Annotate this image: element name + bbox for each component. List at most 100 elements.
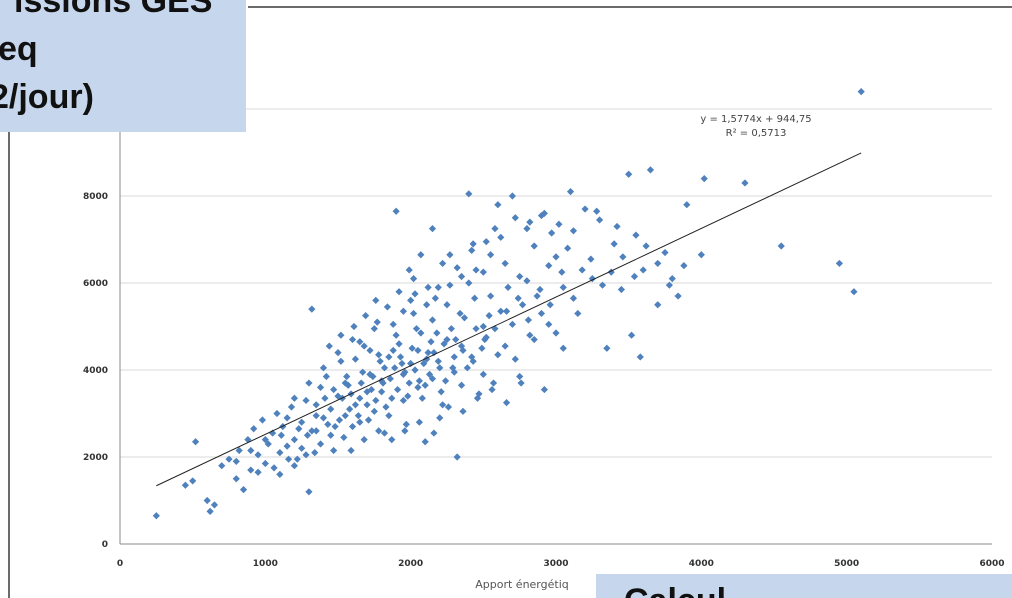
data-point [697, 251, 705, 259]
data-point [446, 251, 454, 259]
data-point [537, 309, 546, 318]
data-point [401, 427, 409, 435]
data-point [316, 383, 325, 391]
data-point [181, 481, 189, 489]
data-point [588, 275, 596, 283]
data-point [232, 457, 240, 465]
data-point [453, 264, 461, 272]
data-point [370, 407, 378, 415]
data-point [439, 259, 447, 268]
data-point [382, 403, 390, 411]
data-point [354, 412, 362, 420]
data-point [460, 314, 469, 322]
data-point [404, 392, 412, 400]
data-point [261, 459, 269, 468]
x-tick-label: 4000 [689, 559, 714, 569]
data-point [545, 320, 553, 328]
title-overlay-box: issions GES eq 2/jour) [0, 0, 246, 132]
data-point [530, 242, 538, 250]
data-point [463, 364, 471, 372]
data-point [452, 335, 460, 344]
data-point [497, 233, 505, 241]
data-point [430, 349, 438, 357]
data-point [290, 462, 298, 470]
data-point [453, 453, 461, 461]
data-point [636, 353, 644, 361]
data-point [305, 488, 313, 496]
data-point [218, 462, 226, 470]
data-point [540, 385, 548, 394]
data-point [337, 331, 345, 339]
data-point [189, 477, 197, 485]
data-point [295, 425, 303, 433]
data-point [254, 451, 262, 459]
data-point [478, 344, 486, 352]
data-point [298, 444, 306, 452]
data-point [343, 372, 351, 381]
data-point [331, 422, 339, 431]
data-point [473, 394, 482, 402]
data-point [405, 266, 413, 274]
data-point [501, 259, 509, 268]
data-point [457, 272, 466, 281]
data-point [407, 359, 415, 368]
gridlines [120, 108, 992, 458]
data-point [443, 301, 451, 309]
data-point [555, 220, 563, 228]
data-point [357, 379, 365, 387]
data-point [530, 335, 538, 344]
data-point [482, 238, 490, 246]
data-point [284, 455, 293, 463]
data-point [593, 207, 601, 215]
data-point [468, 246, 476, 254]
data-point [627, 331, 636, 339]
data-point [210, 501, 219, 509]
data-point [665, 281, 673, 289]
data-point [526, 331, 534, 339]
data-point [270, 464, 278, 472]
data-point [479, 322, 487, 331]
data-point [276, 449, 284, 457]
data-point [308, 305, 316, 313]
data-point [642, 242, 650, 250]
data-point [517, 379, 525, 387]
data-point [491, 225, 499, 233]
data-point [350, 322, 358, 331]
data-point [639, 266, 647, 274]
data-point [203, 496, 211, 505]
data-point [351, 401, 360, 409]
data-point [316, 440, 325, 448]
data-point [479, 268, 487, 276]
data-point [447, 325, 455, 333]
data-point [424, 349, 432, 357]
data-point [254, 468, 262, 476]
data-point [392, 207, 400, 215]
data-point [364, 416, 373, 424]
data-point [428, 316, 437, 324]
y-tick-label: 4000 [83, 366, 108, 376]
data-point [247, 466, 255, 474]
data-point [367, 385, 376, 394]
data-point [587, 255, 595, 263]
data-point [420, 359, 428, 368]
data-point [396, 353, 405, 361]
data-point [303, 431, 312, 439]
data-point [613, 222, 621, 231]
data-point [319, 364, 328, 372]
data-point [372, 396, 380, 405]
data-point [440, 340, 448, 348]
title-line-2: eq [0, 30, 38, 68]
data-point [239, 486, 248, 494]
data-point [376, 357, 384, 365]
data-point [325, 342, 333, 350]
data-point [335, 416, 344, 424]
trendline-equation: y = 1,5774x + 944,75 [700, 114, 811, 125]
data-point [443, 335, 451, 344]
data-point [488, 385, 496, 394]
data-point [421, 381, 429, 389]
data-point [436, 364, 444, 372]
data-point [421, 438, 429, 446]
title-line-3: 2/jour) [0, 78, 94, 116]
data-point [312, 427, 320, 435]
data-point [835, 259, 843, 268]
